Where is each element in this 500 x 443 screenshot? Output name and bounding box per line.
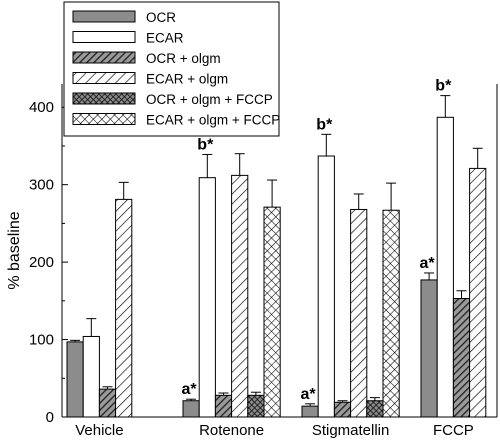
bar-rotenone-1	[198, 177, 216, 418]
y-axis-title: % baseline	[6, 211, 23, 289]
bar-fccp-2	[452, 298, 471, 418]
bar-stigmatellin-4	[366, 400, 384, 418]
y-tick-label: 400	[29, 99, 54, 116]
bar-rotenone-4	[247, 394, 265, 418]
legend-swatch	[72, 113, 136, 125]
bar-rotenone-2	[214, 394, 233, 418]
labels: Vehicle Rotenone Stigmatellin FCCP a* b* a* b* a…	[75, 78, 474, 439]
bar-stigmatellin-3	[350, 208, 368, 418]
bar-vehicle-1	[82, 335, 100, 418]
legend: OCR ECAR OCR + olgm ECAR + olgm OCR + olgm +…	[63, 1, 280, 137]
legend-swatch	[72, 92, 136, 105]
bar-stigmatellin-5	[382, 209, 400, 418]
legend-label: ECAR + olgm + FCCP	[146, 113, 280, 128]
y-tick-label: 100	[29, 332, 54, 349]
bar-vehicle-2	[98, 388, 117, 418]
x-category-label: FCCP	[433, 422, 474, 438]
bars	[66, 95, 487, 418]
bar-fccp-3	[469, 167, 487, 418]
significance-label: a*	[420, 255, 436, 272]
x-category-label: Rotenone	[199, 422, 264, 438]
legend-label: OCR + olgm + FCCP	[146, 92, 273, 107]
bar-fccp-0	[420, 279, 438, 418]
significance-label: a*	[182, 381, 198, 398]
x-category-label: Stigmatellin	[312, 422, 390, 438]
bar-fccp-1	[436, 116, 454, 418]
y-tick-label: 200	[29, 254, 54, 271]
legend-label: OCR + olgm	[146, 51, 221, 66]
bar-stigmatellin-1	[317, 155, 335, 418]
bar-vehicle-3	[115, 198, 133, 418]
legend-label: ECAR	[146, 31, 184, 46]
bar-rotenone-5	[263, 206, 281, 418]
significance-label: b*	[435, 78, 452, 95]
legend-label: ECAR + olgm	[146, 72, 228, 87]
bar-vehicle-0	[66, 341, 84, 418]
bar-rotenone-3	[231, 174, 249, 418]
significance-label: a*	[301, 386, 317, 403]
bar-rotenone-0	[182, 400, 200, 418]
significance-label: b*	[197, 136, 214, 153]
axes: 0 100 200 300 400 % baseline	[6, 84, 498, 426]
legend-swatch	[72, 72, 136, 84]
y-tick-label: 300	[29, 177, 54, 194]
legend-swatch	[72, 10, 136, 23]
significance-label: b*	[316, 116, 333, 133]
x-category-label: Vehicle	[75, 422, 123, 438]
bar-stigmatellin-0	[301, 405, 319, 418]
bar-stigmatellin-2	[333, 401, 352, 418]
legend-swatch	[72, 51, 136, 64]
legend-swatch	[72, 31, 136, 43]
legend-label: OCR	[146, 10, 176, 25]
y-tick-label: 0	[46, 409, 54, 426]
